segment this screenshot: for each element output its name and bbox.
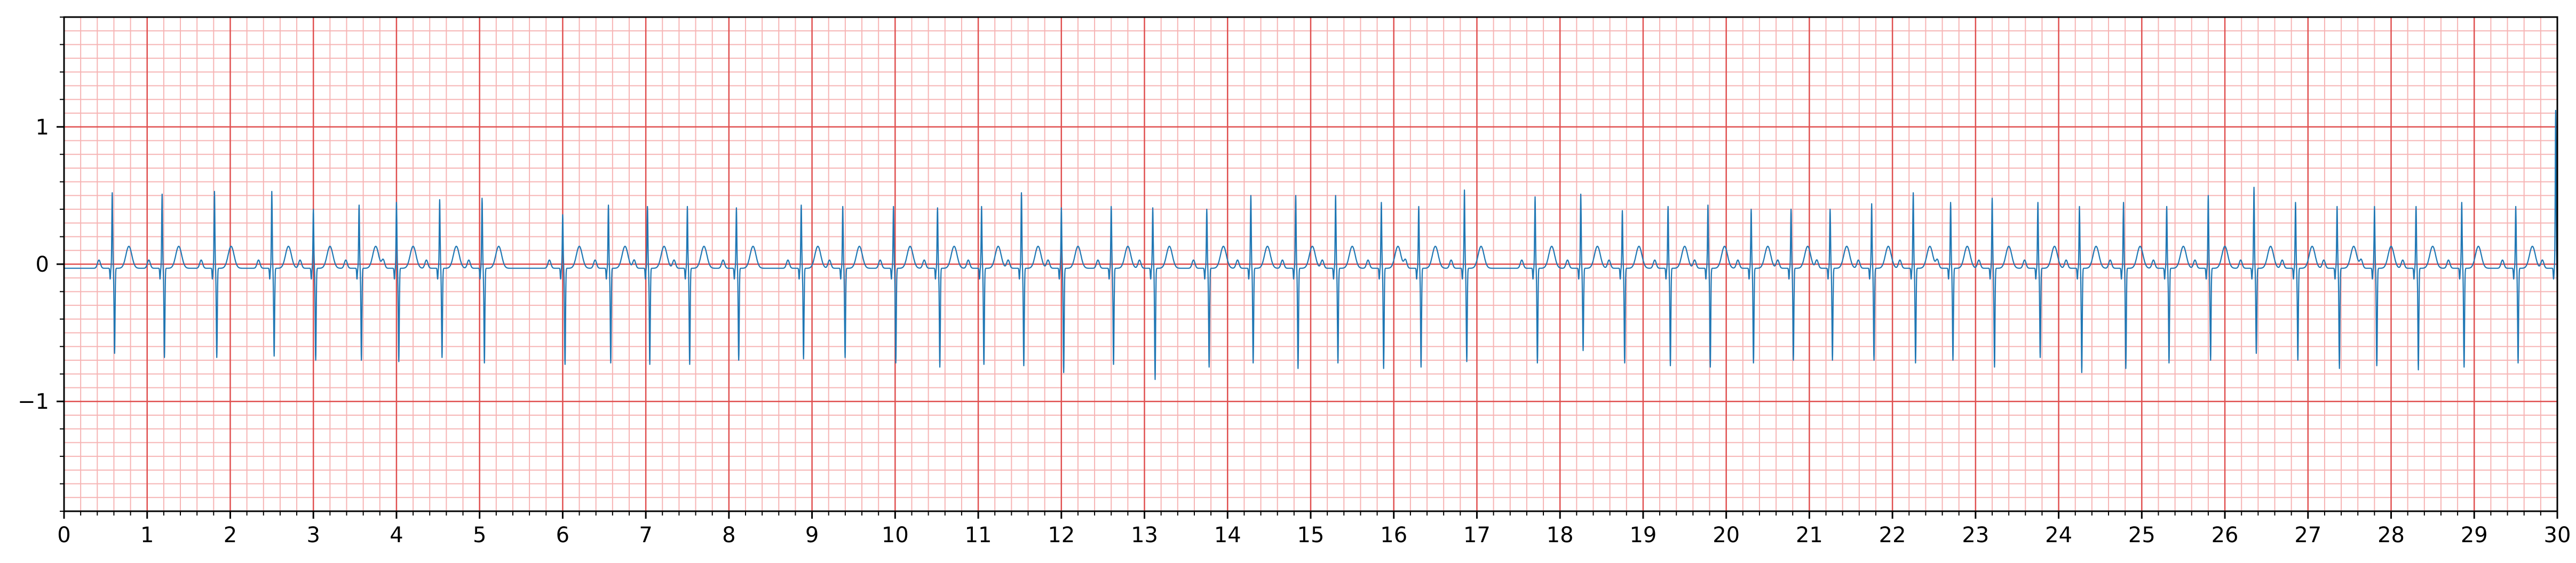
x-tick-label: 18 [1547, 523, 1574, 548]
x-tick-label: 11 [965, 523, 992, 548]
y-tick-label: −1 [18, 390, 49, 414]
y-axis: 1 0 −1 [18, 17, 64, 512]
x-tick-label: 15 [1297, 523, 1325, 548]
x-tick-label: 3 [306, 523, 320, 548]
major-grid [63, 17, 2558, 511]
x-tick-label: 13 [1131, 523, 1158, 548]
x-tick-label: 17 [1463, 523, 1491, 548]
x-tick-label: 29 [2461, 523, 2488, 548]
x-tick-label: 24 [2045, 523, 2072, 548]
x-tick-label: 7 [639, 523, 652, 548]
ecg-trace-layer [64, 109, 2558, 380]
x-tick-label: 9 [805, 523, 819, 548]
x-tick-label: 27 [2294, 523, 2321, 548]
x-tick-label: 16 [1380, 523, 1407, 548]
x-tick-label: 6 [556, 523, 569, 548]
x-tick-label: 23 [1962, 523, 1989, 548]
x-tick-label: 28 [2377, 523, 2405, 548]
y-tick-label: 0 [36, 252, 49, 277]
x-tick-label: 4 [390, 523, 403, 548]
x-tick-label: 5 [473, 523, 486, 548]
x-tick-label: 14 [1214, 523, 1241, 548]
x-tick-label: 2 [224, 523, 237, 548]
x-tick-label: 22 [1879, 523, 1906, 548]
ecg-trace [64, 109, 2558, 380]
x-tick-label: 12 [1048, 523, 1075, 548]
x-tick-label: 21 [1796, 523, 1823, 548]
y-tick-label: 1 [36, 115, 49, 140]
x-tick-label: 25 [2128, 523, 2155, 548]
x-tick-label: 30 [2544, 523, 2571, 548]
x-tick-label: 20 [1713, 523, 1740, 548]
x-tick-label: 8 [722, 523, 735, 548]
x-tick-label: 1 [140, 523, 154, 548]
x-tick-label: 26 [2212, 523, 2239, 548]
x-tick-label: 19 [1629, 523, 1656, 548]
x-tick-label: 10 [882, 523, 909, 548]
x-tick-label: 0 [57, 523, 70, 548]
x-axis: 0 1 2 3 4 5 6 7 8 9 10 11 12 13 14 15 16 17 18 19 20 21 22 23 24… [57, 511, 2571, 548]
